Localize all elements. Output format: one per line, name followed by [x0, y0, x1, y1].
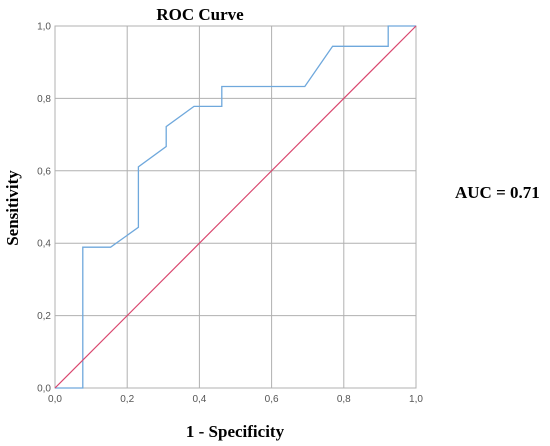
y-tick-label: 0,8 [37, 94, 51, 105]
y-tick-label: 0,0 [37, 384, 51, 395]
auc-annotation: AUC = 0.71 [455, 183, 540, 202]
reference-diagonal-line [54, 25, 417, 389]
y-axis-label: Sensitivity [3, 170, 22, 246]
plot-frame [54, 25, 417, 389]
chart-title: ROC Curve [156, 5, 244, 24]
y-tick-label: 0,6 [37, 166, 51, 177]
x-tick-label: 0,4 [192, 394, 206, 405]
y-tick-label: 1,0 [37, 22, 51, 33]
x-tick-label: 0,6 [265, 394, 279, 405]
x-tick-label: 0,0 [48, 394, 62, 405]
grid [54, 25, 417, 389]
x-tick-label: 0,8 [337, 394, 351, 405]
y-tick-label: 0,2 [37, 311, 51, 322]
tick-labels: 0,0 0,2 0,4 0,6 0,8 1,0 0,0 0,2 0,4 0,6 0,8 1,0 [37, 22, 423, 406]
x-tick-label: 0,2 [120, 394, 134, 405]
x-axis-label: 1 - Specificity [186, 422, 285, 441]
series-layer [54, 25, 417, 389]
roc-curve-line [55, 25, 416, 389]
y-tick-label: 0,4 [37, 239, 51, 250]
x-tick-label: 1,0 [409, 394, 423, 405]
